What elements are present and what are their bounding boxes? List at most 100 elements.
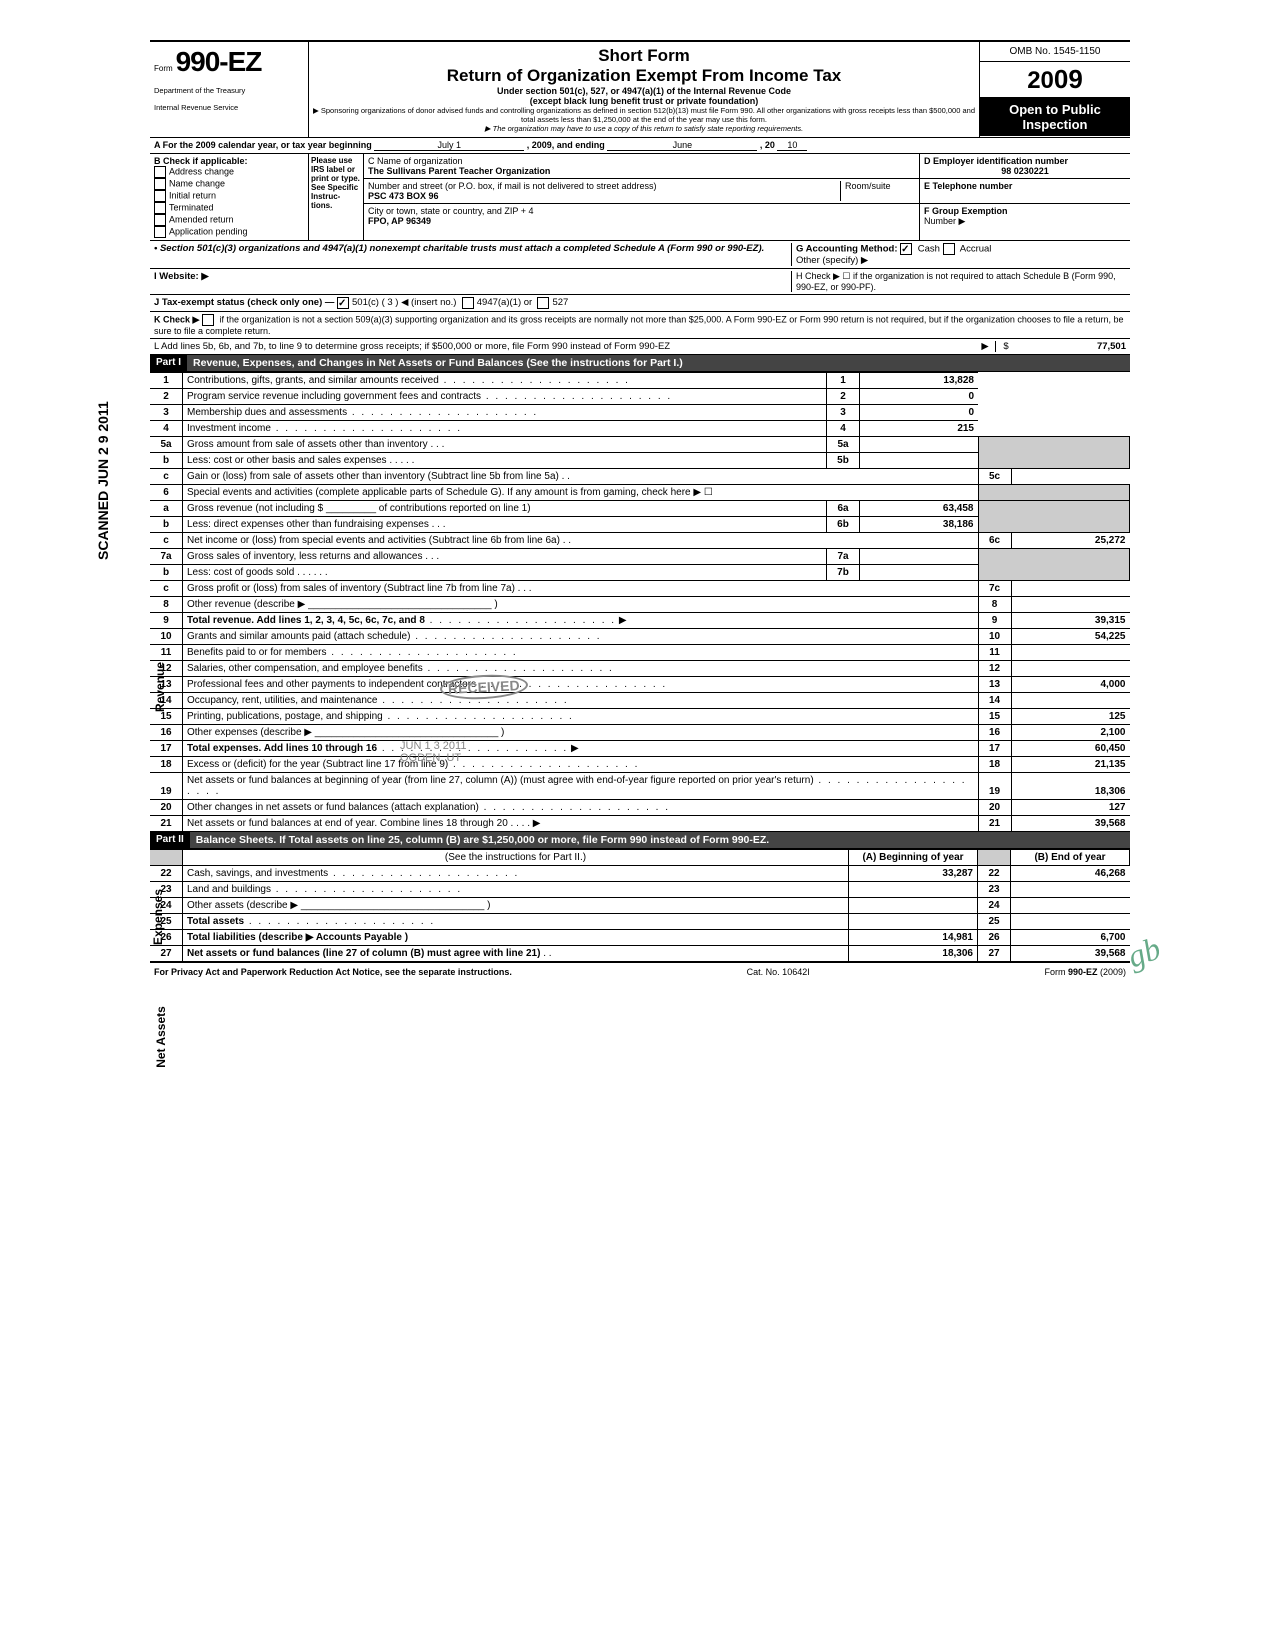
cb-initial[interactable]: [154, 190, 166, 202]
form-number: 990-EZ: [176, 46, 262, 77]
l24-b: [1011, 898, 1130, 914]
title-return: Return of Organization Exempt From Incom…: [313, 66, 975, 86]
l6b-sbox: 6b: [827, 517, 860, 533]
col-d: D Employer identification number 98 0230…: [919, 154, 1130, 240]
tax-year-yy: 10: [777, 140, 807, 151]
section-bcd: B Check if applicable: Address change Na…: [150, 154, 1130, 241]
l26-b: 6,700: [1011, 930, 1130, 946]
part1-title: Revenue, Expenses, and Changes in Net As…: [187, 355, 1130, 371]
l3-box: 3: [827, 405, 860, 421]
subtitle1: Under section 501(c), 527, or 4947(a)(1)…: [313, 86, 975, 96]
part2-instr: (See the instructions for Part II.): [183, 850, 849, 866]
l20-amt: 127: [1011, 800, 1130, 816]
footer: For Privacy Act and Paperwork Reduction …: [150, 962, 1130, 981]
cb-address[interactable]: [154, 166, 166, 178]
l5a-sbox: 5a: [827, 437, 860, 453]
schedule-a-note: • Section 501(c)(3) organizations and 49…: [154, 243, 791, 266]
col-a-header: (A) Beginning of year: [849, 850, 978, 866]
cash-label: Cash: [918, 244, 940, 255]
l11-num: 11: [150, 645, 183, 661]
l23-box: 23: [978, 882, 1011, 898]
l14-amt: [1011, 693, 1130, 709]
l4-box: 4: [827, 421, 860, 437]
l9-arrow: ▶: [619, 615, 627, 626]
l14-desc: Occupancy, rent, utilities, and maintena…: [187, 695, 377, 706]
k-text: if the organization is not a section 509…: [154, 314, 1123, 336]
cb-amended[interactable]: [154, 214, 166, 226]
l18-num: 18: [150, 757, 183, 773]
b-label: B Check if applicable:: [154, 156, 248, 166]
l6c-amt: 25,272: [1011, 533, 1130, 549]
cb-cash[interactable]: [900, 243, 912, 255]
l26-box: 26: [978, 930, 1011, 946]
cb-name[interactable]: [154, 178, 166, 190]
l21-arrow: ▶: [533, 818, 541, 829]
expenses-label: Expenses: [151, 889, 165, 945]
l5b-desc: Less: cost or other basis and sales expe…: [187, 455, 387, 466]
l22-a: 33,287: [849, 866, 978, 882]
l10-desc: Grants and similar amounts paid (attach …: [187, 631, 410, 642]
c-city-label: City or town, state or country, and ZIP …: [368, 206, 534, 216]
l2-desc: Program service revenue including govern…: [187, 391, 481, 402]
stamp-date: JUN 1 3 2011 OGDEN, UT: [400, 740, 466, 764]
e-label: E Telephone number: [924, 181, 1012, 191]
l18-box: 18: [978, 757, 1011, 773]
l7b-num: b: [150, 565, 183, 581]
l23-a: [849, 882, 978, 898]
g-label: G Accounting Method:: [796, 244, 898, 255]
cb-accrual[interactable]: [943, 243, 955, 255]
cb-501c[interactable]: [337, 297, 349, 309]
footer-mid: Cat. No. 10642I: [747, 967, 810, 977]
cb-terminated[interactable]: [154, 202, 166, 214]
cb-k[interactable]: [202, 314, 214, 326]
org-name: The Sullivans Parent Teacher Organizatio…: [368, 166, 550, 176]
l3-num: 3: [150, 405, 183, 421]
row-i-h: I Website: ▶ H Check ▶ ☐ if the organiza…: [150, 269, 1130, 295]
l6b-desc: Less: direct expenses other than fundrai…: [187, 519, 429, 530]
f-label: F Group Exemption: [924, 206, 1008, 216]
l17-desc: Total expenses. Add lines 10 through 16: [187, 743, 377, 754]
l6c-num: c: [150, 533, 183, 549]
l25-a: [849, 914, 978, 930]
l10-num: 10: [150, 629, 183, 645]
f-label2: Number ▶: [924, 216, 965, 226]
cb-name-label: Name change: [169, 178, 225, 188]
l8-desc: Other revenue (describe ▶ ______________…: [183, 597, 979, 613]
footer-right: Form 990-EZ (2009): [1044, 967, 1126, 977]
part2-title: Balance Sheets. If Total assets on line …: [190, 832, 1130, 848]
row-a-suffix: , 20: [760, 140, 775, 150]
l20-num: 20: [150, 800, 183, 816]
note1: ▶ Sponsoring organizations of donor advi…: [313, 106, 975, 124]
ein: 98 0230221: [924, 166, 1126, 176]
l22-num: 22: [150, 866, 183, 882]
revenue-label: Revenue: [153, 662, 167, 712]
l20-desc: Other changes in net assets or fund bala…: [187, 802, 479, 813]
l6b-num: b: [150, 517, 183, 533]
cb-527[interactable]: [537, 297, 549, 309]
l25-desc: Total assets: [187, 916, 244, 927]
gross-receipts: 77,501: [1016, 341, 1126, 352]
row-a-label: A For the 2009 calendar year, or tax yea…: [154, 140, 372, 150]
l16-num: 16: [150, 725, 183, 741]
l16-desc: Other expenses (describe ▶ _____________…: [183, 725, 979, 741]
l19-box: 19: [978, 773, 1011, 800]
org-city: FPO, AP 96349: [368, 216, 431, 226]
l26-a: 14,981: [849, 930, 978, 946]
l27-box: 27: [978, 946, 1011, 962]
l13-amt: 4,000: [1011, 677, 1130, 693]
room-label: Room/suite: [840, 181, 915, 201]
l5c-amt: [1011, 469, 1130, 485]
cb-4947[interactable]: [462, 297, 474, 309]
open1: Open to Public: [984, 102, 1126, 117]
l2-num: 2: [150, 389, 183, 405]
l7c-num: c: [150, 581, 183, 597]
row-l: L Add lines 5b, 6b, and 7b, to line 9 to…: [150, 339, 1130, 355]
l27-b: 39,568: [1011, 946, 1130, 962]
l7a-num: 7a: [150, 549, 183, 565]
l6a-samt: 63,458: [860, 501, 979, 517]
cb-pending[interactable]: [154, 226, 166, 238]
l7a-desc: Gross sales of inventory, less returns a…: [187, 551, 422, 562]
year-suffix: 09: [1054, 64, 1083, 94]
l5c-box: 5c: [978, 469, 1011, 485]
l7a-samt: [860, 549, 979, 565]
